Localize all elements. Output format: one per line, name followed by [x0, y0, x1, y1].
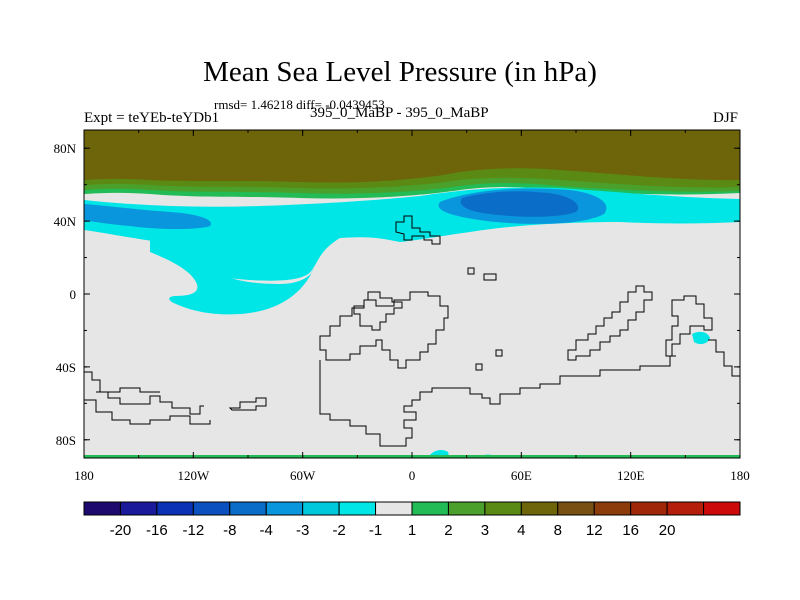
colorbar-swatch: [119, 501, 158, 516]
coast-southern-africa: [319, 355, 676, 447]
colorbar-swatch: [192, 501, 231, 516]
colorbar-label: -12: [182, 522, 204, 539]
colorbar-swatch: [447, 501, 486, 516]
rmsd-diff-stats: rmsd= 1.46218 diff= -0.0439453: [214, 97, 385, 112]
coast-north-america: [395, 215, 441, 245]
colorbar-swatch: [156, 501, 194, 516]
colorbar-label: 8: [554, 522, 562, 539]
colorbar-label: -1: [369, 522, 382, 539]
colorbar-label: 12: [586, 522, 603, 539]
colorbar-swatch: [520, 501, 559, 516]
colorbar-label: -3: [296, 522, 309, 539]
patch-south-indian: [692, 331, 710, 345]
colorbar-label: -2: [332, 522, 345, 539]
coast-small-island: [228, 397, 267, 411]
coast-dots-1: [467, 267, 475, 275]
colorbar-swatch: [557, 501, 595, 516]
colorbar-swatch: [630, 501, 668, 516]
map-field: [84, 130, 740, 458]
colorbar-swatch: [375, 501, 413, 516]
colorbar: -20 -16 -12 -8 -4 -3 -2 -1 1 2 3 4 8 12 16 20: [83, 501, 741, 539]
negative-band-2-west: [84, 204, 211, 229]
colorbar-label: -8: [223, 522, 236, 539]
colorbar-label: -16: [146, 522, 168, 539]
colorbar-label: 1: [408, 522, 416, 539]
x-tick-label: 0: [409, 468, 416, 483]
coast-dots-4: [495, 349, 503, 357]
coast-south-america: [353, 291, 403, 331]
experiment-label: Expt = teYEb-teYDb1: [84, 110, 220, 126]
coast-west-edge: [84, 371, 204, 415]
colorbar-swatch: [265, 501, 304, 516]
coastlines: [84, 215, 740, 447]
colorbar-label: 16: [622, 522, 639, 539]
tropical-negative-tongue: [150, 240, 314, 315]
x-tick-label: 120E: [617, 468, 645, 483]
x-tick-label: 120W: [177, 468, 210, 483]
x-tick-label: 180: [730, 468, 750, 483]
coast-southwest: [84, 399, 211, 425]
y-tick-label: 40N: [54, 214, 77, 229]
colorbar-label: 2: [444, 522, 452, 539]
coast-east-indies: [665, 295, 713, 357]
x-tick-label: 60E: [511, 468, 532, 483]
colorbar-label: -20: [110, 522, 132, 539]
coast-australia-asia: [567, 285, 653, 361]
colorbar-swatch: [83, 501, 121, 516]
colorbar-label: -4: [260, 522, 273, 539]
colorbar-label: 4: [517, 522, 525, 539]
coast-south-island: [96, 387, 160, 393]
y-tick-label: 40S: [56, 360, 76, 375]
coast-dots-2: [483, 273, 497, 281]
negative-band-3-core: [460, 191, 579, 217]
colorbar-swatch: [302, 501, 340, 516]
x-tick-label: 180: [74, 468, 94, 483]
coast-east-edge: [708, 339, 740, 377]
colorbar-label: 20: [659, 522, 676, 539]
runs-label: 395_0_MaBP - 395_0_MaBP: [310, 105, 489, 121]
x-tick-label: 60W: [290, 468, 316, 483]
season-label: DJF: [713, 110, 739, 126]
positive-band-4: [84, 130, 740, 183]
y-tick-label: 80S: [56, 433, 76, 448]
coast-dots-3: [475, 363, 483, 371]
coast-africa: [319, 291, 449, 369]
y-tick-label: 80N: [54, 141, 77, 156]
plot-title: Mean Sea Level Pressure (in hPa): [203, 56, 597, 88]
colorbar-swatch: [484, 501, 522, 516]
colorbar-swatch: [593, 501, 632, 516]
colorbar-swatch: [229, 501, 267, 516]
colorbar-swatch: [338, 501, 377, 516]
colorbar-swatch: [703, 501, 741, 516]
colorbar-swatch: [411, 501, 449, 516]
colorbar-swatch: [666, 501, 705, 516]
colorbar-label: 3: [481, 522, 489, 539]
y-tick-label: 0: [70, 287, 77, 302]
map-axes: 180 120W 60W 0 60E 120E 180 80N 40N 0 40S 80S: [54, 130, 750, 483]
